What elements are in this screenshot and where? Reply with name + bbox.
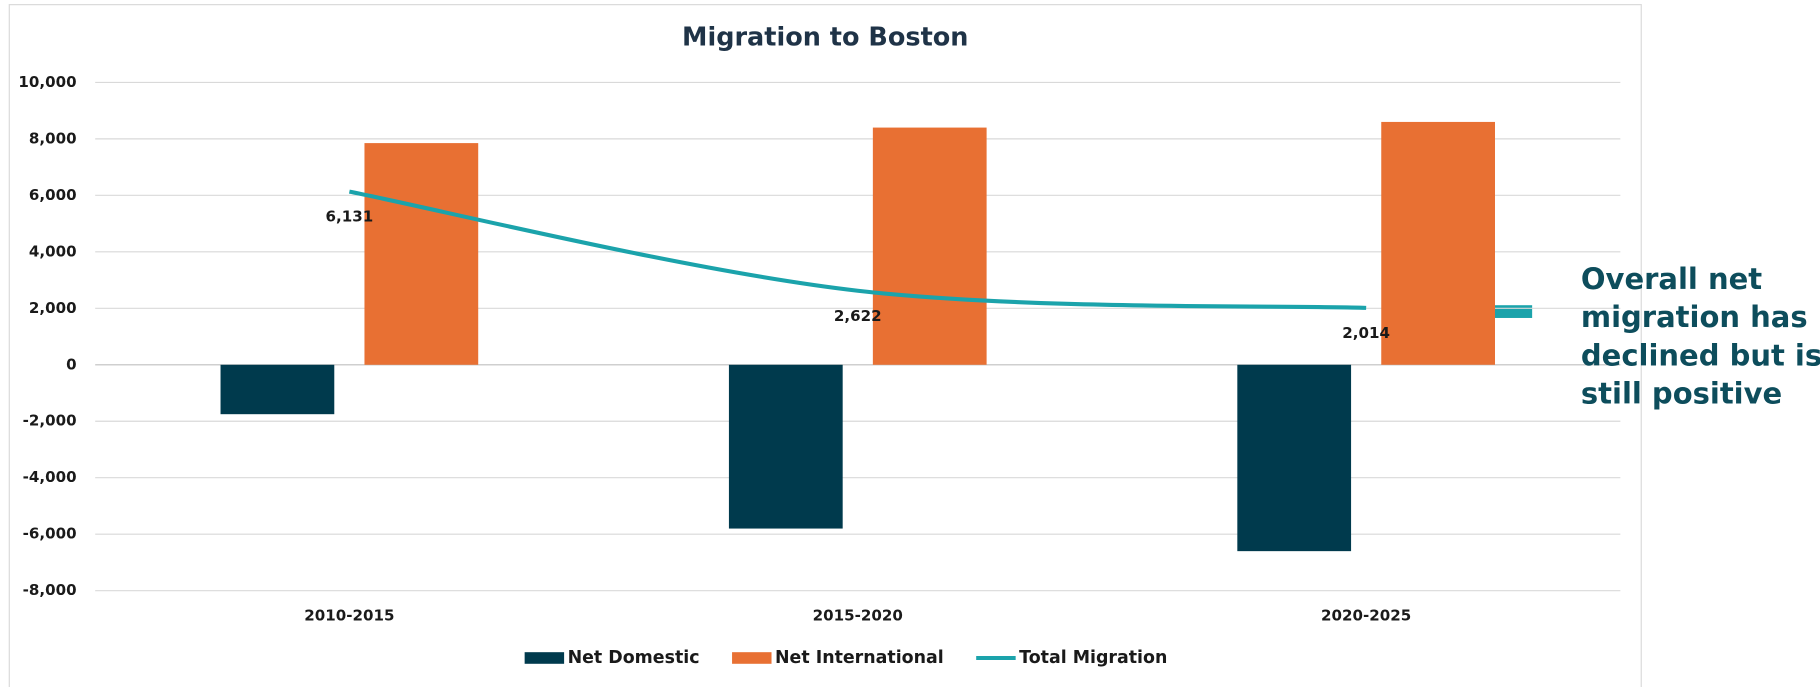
legend-swatch [732, 652, 772, 664]
x-tick-label: 2010-2015 [304, 607, 394, 625]
y-tick-label: 0 [66, 355, 77, 373]
y-tick-label: -2,000 [23, 412, 77, 430]
y-tick-label: -8,000 [23, 581, 77, 599]
bar [220, 364, 335, 415]
y-tick-label: 4,000 [29, 242, 77, 260]
annotation: still positive [1581, 377, 1782, 411]
y-tick-label: -6,000 [23, 525, 77, 543]
data-label: 2,622 [834, 307, 882, 325]
legend-label: Total Migration [1019, 648, 1167, 668]
legend-label: Net International [775, 648, 944, 668]
y-tick-label: 8,000 [29, 129, 77, 147]
annotation: Overall net [1581, 262, 1762, 296]
y-tick-label: 6,000 [29, 186, 77, 204]
data-label: 6,131 [326, 208, 374, 226]
bar [872, 127, 987, 365]
y-tick-label: -4,000 [23, 468, 77, 486]
bar [1381, 121, 1495, 365]
y-tick-label: 2,000 [29, 299, 77, 317]
legend-label: Net Domestic [568, 648, 700, 668]
y-tick-label: 10,000 [18, 73, 76, 91]
x-tick-label: 2015-2020 [813, 607, 903, 625]
bar [1237, 364, 1352, 552]
line [348, 189, 1367, 310]
bar [364, 143, 479, 365]
bar [728, 364, 843, 529]
data-label: 2,014 [1342, 324, 1390, 342]
annotation: declined but is [1581, 338, 1820, 372]
chart-title: Migration to Boston [682, 22, 968, 52]
x-tick-label: 2020-2025 [1321, 607, 1411, 625]
annotation: migration has [1581, 300, 1808, 334]
legend-swatch [524, 652, 565, 664]
chart-frame [8, 4, 1642, 687]
